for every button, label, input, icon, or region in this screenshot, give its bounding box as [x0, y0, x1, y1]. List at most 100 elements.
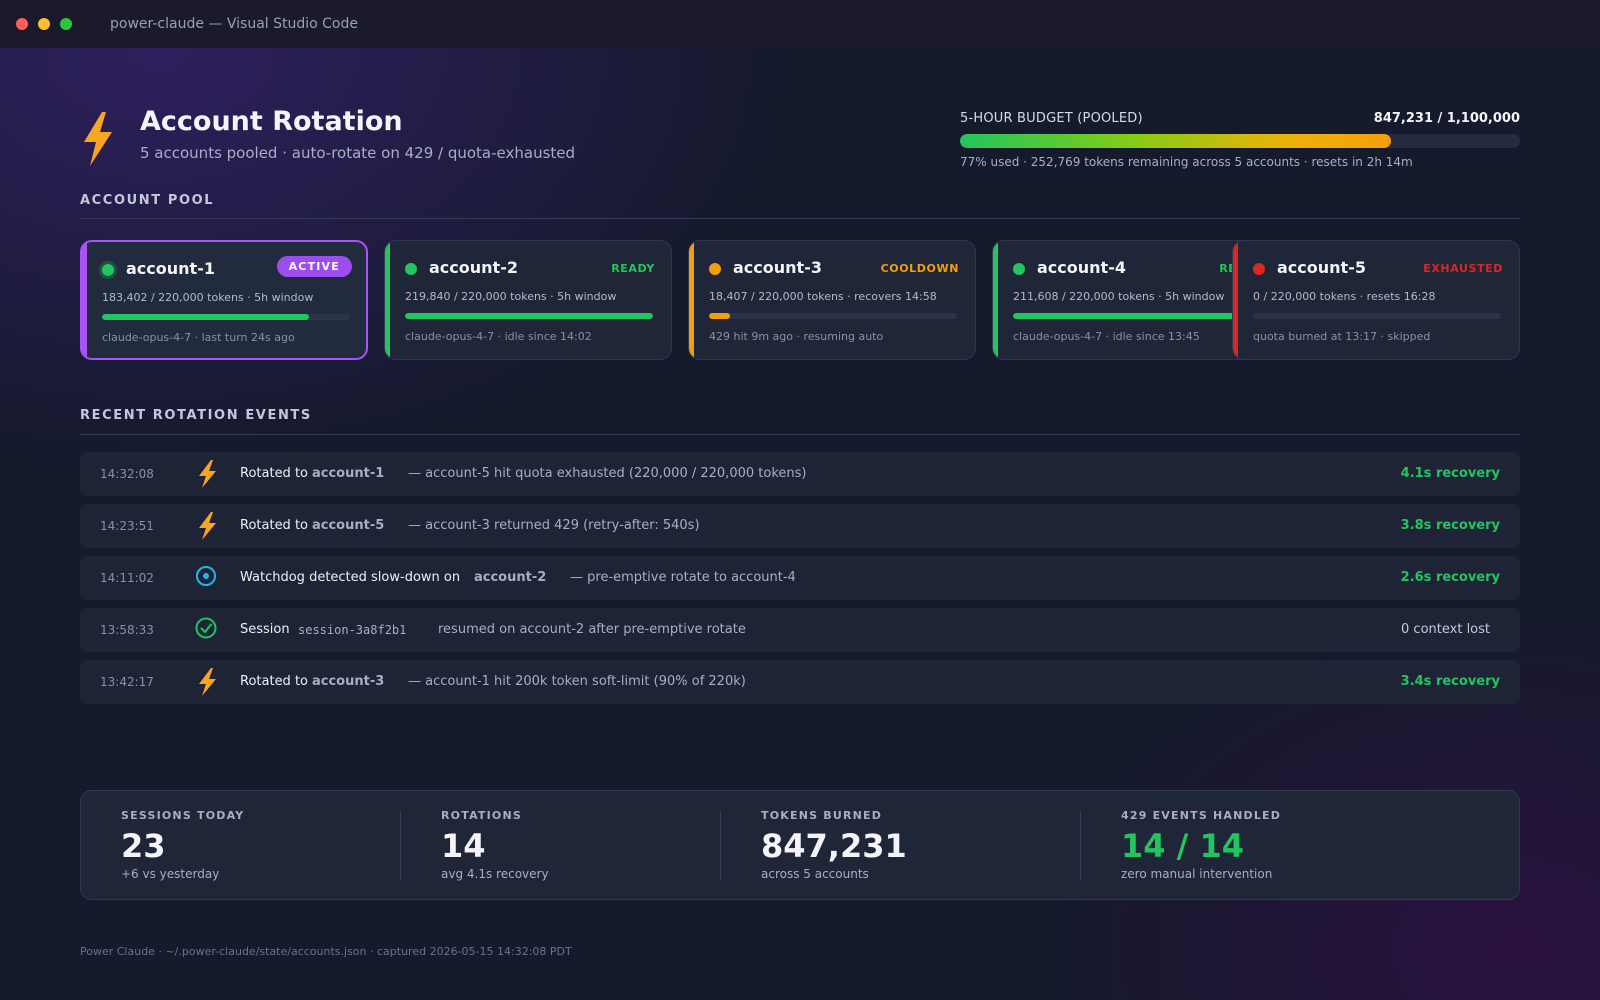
bolt-icon: [84, 112, 112, 166]
event-time: 14:32:08: [100, 467, 154, 481]
stat-label: SESSIONS TODAY: [121, 809, 245, 822]
status-stripe: [385, 241, 390, 359]
account-link[interactable]: account-3: [312, 674, 385, 689]
event-message: Rotated to: [240, 466, 308, 481]
footer: Power Claude · ~/.power-claude/state/acc…: [80, 945, 572, 958]
minimize-window-button[interactable]: [38, 18, 50, 30]
event-result: 3.8s recovery: [1400, 518, 1500, 533]
budget-note: 77% used · 252,769 tokens remaining acro…: [960, 155, 1413, 169]
token-progress-fill: [102, 314, 309, 320]
account-name: account-5: [1277, 258, 1366, 277]
account-card-account-3[interactable]: account-3 COOLDOWN 18,407 / 220,000 tokens…: [688, 240, 976, 360]
token-progress-fill: [1013, 313, 1252, 319]
account-pool-title: ACCOUNT POOL: [80, 193, 215, 208]
event-row[interactable]: 14:32:08 Rotated to account-1 — account-5 …: [80, 452, 1520, 496]
rotation-events-title: RECENT ROTATION EVENTS: [80, 408, 312, 423]
bolt-icon: [199, 512, 216, 540]
event-detail: — account-5 hit quota exhausted (220,000…: [408, 466, 807, 481]
event-result: 4.1s recovery: [1400, 466, 1500, 481]
event-row[interactable]: 14:11:02 Watchdog detected slow-down on a…: [80, 556, 1520, 600]
account-card-account-2[interactable]: account-2 READY 219,840 / 220,000 tokens ·…: [384, 240, 672, 360]
event-detail: — account-1 hit 200k token soft-limit (9…: [408, 674, 746, 689]
account-meta: claude-opus-4-7 · last turn 24s ago: [102, 331, 295, 344]
stat-subtext: across 5 accounts: [761, 867, 869, 881]
account-name: account-4: [1037, 258, 1126, 277]
status-stripe: [993, 241, 998, 359]
event-message: Rotated to: [240, 674, 308, 689]
page-title: Account Rotation: [140, 106, 403, 137]
account-name: account-2: [429, 258, 518, 277]
account-link[interactable]: account-5: [312, 518, 385, 533]
status-badge: EXHAUSTED: [1423, 262, 1503, 275]
event-row[interactable]: 13:58:33 Session session-3a8f2b1 resumed on…: [80, 608, 1520, 652]
account-meta: claude-opus-4-7 · idle since 14:02: [405, 330, 592, 343]
token-usage: 183,402 / 220,000 tokens · 5h window: [102, 291, 314, 304]
stat-subtext: +6 vs yesterday: [121, 867, 220, 881]
session-id: session-3a8f2b1: [298, 623, 407, 637]
account-meta: quota burned at 13:17 · skipped: [1253, 330, 1431, 343]
token-usage: 18,407 / 220,000 tokens · recovers 14:58: [709, 290, 937, 303]
bolt-icon: [199, 668, 216, 696]
status-stripe: [1233, 241, 1238, 359]
page-subtitle: 5 accounts pooled · auto-rotate on 429 /…: [140, 144, 576, 162]
account-card-account-1[interactable]: account-1 ACTIVE 183,402 / 220,000 tokens …: [80, 240, 368, 360]
status-dot-icon: [709, 263, 721, 275]
stats-panel: SESSIONS TODAY 23 +6 vs yesterday ROTATIONS…: [80, 790, 1520, 900]
budget-progress-fill: [960, 134, 1392, 148]
status-stripe: [82, 242, 87, 358]
maximize-window-button[interactable]: [60, 18, 72, 30]
status-badge: ACTIVE: [276, 256, 352, 277]
status-badge: COOLDOWN: [880, 262, 959, 275]
stat-subtext: avg 4.1s recovery: [441, 867, 549, 881]
bolt-icon: [199, 460, 216, 488]
stat-label: ROTATIONS: [441, 809, 523, 822]
status-badge: READY: [611, 262, 655, 275]
event-time: 14:11:02: [100, 571, 154, 585]
status-dot-icon: [1013, 263, 1025, 275]
stat-label: 429 EVENTS HANDLED: [1121, 809, 1282, 822]
target-icon: [196, 566, 216, 586]
status-dot-icon: [405, 263, 417, 275]
token-progress-bar: [1013, 313, 1261, 319]
close-window-button[interactable]: [16, 18, 28, 30]
event-message: Rotated to: [240, 518, 308, 533]
account-meta: claude-opus-4-7 · idle since 13:45: [1013, 330, 1200, 343]
account-link[interactable]: account-1: [312, 466, 385, 481]
budget-value: 847,231 / 1,100,000: [1373, 111, 1520, 126]
token-usage: 219,840 / 220,000 tokens · 5h window: [405, 290, 617, 303]
event-result: 2.6s recovery: [1400, 570, 1500, 585]
section-divider: [80, 218, 1520, 219]
event-row[interactable]: 14:23:51 Rotated to account-5 — account-3 …: [80, 504, 1520, 548]
account-meta: 429 hit 9m ago · resuming auto: [709, 330, 884, 343]
token-progress-bar: [102, 314, 350, 320]
status-stripe: [689, 241, 694, 359]
token-progress-bar: [405, 313, 653, 319]
event-detail: resumed on account-2 after pre-emptive r…: [438, 622, 746, 637]
account-name: account-1: [126, 259, 215, 278]
stat-value: 23: [121, 827, 166, 865]
stat-label: TOKENS BURNED: [761, 809, 883, 822]
stat-value: 14: [441, 827, 486, 865]
check-circle-icon: [195, 617, 217, 639]
section-divider: [80, 434, 1520, 435]
budget-progress-bar: [960, 134, 1520, 148]
event-row[interactable]: 13:42:17 Rotated to account-3 — account-1 …: [80, 660, 1520, 704]
token-usage: 0 / 220,000 tokens · resets 16:28: [1253, 290, 1436, 303]
stat-divider: [400, 811, 401, 881]
event-result: 3.4s recovery: [1400, 674, 1500, 689]
stat-value: 14 / 14: [1121, 827, 1245, 865]
token-usage: 211,608 / 220,000 tokens · 5h window: [1013, 290, 1225, 303]
event-time: 14:23:51: [100, 519, 154, 533]
stat-divider: [720, 811, 721, 881]
stat-value: 847,231: [761, 827, 907, 865]
account-name: account-3: [733, 258, 822, 277]
status-dot-icon: [1253, 263, 1265, 275]
event-time: 13:42:17: [100, 675, 154, 689]
account-link[interactable]: account-2: [474, 570, 547, 585]
title-bar: power-claude — Visual Studio Code: [0, 0, 1600, 48]
status-dot-icon: [102, 264, 114, 276]
event-result: 0 context lost: [1401, 622, 1490, 637]
token-progress-fill: [405, 313, 653, 319]
account-card-account-5[interactable]: account-5 EXHAUSTED 0 / 220,000 tokens · r…: [1232, 240, 1520, 360]
budget-label: 5-HOUR BUDGET (POOLED): [960, 111, 1143, 126]
